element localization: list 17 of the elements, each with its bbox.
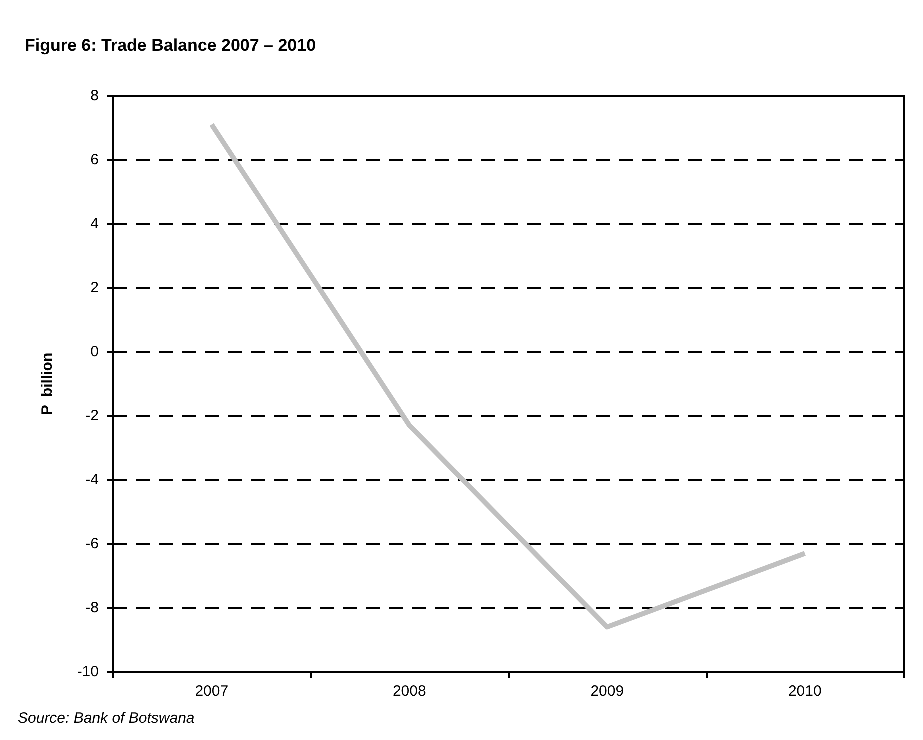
x-tick-label: 2007 (195, 683, 229, 700)
x-tick-label: 2009 (590, 683, 624, 700)
y-tick-label: 0 (90, 344, 99, 360)
y-tick-label: 2 (90, 280, 99, 296)
source-note: Source: Bank of Botswana (18, 710, 195, 727)
y-tick-label: -10 (77, 664, 99, 680)
y-tick-label: -4 (86, 472, 99, 488)
x-tick-label: 2010 (788, 683, 822, 700)
x-tick-label: 2008 (392, 683, 426, 700)
y-tick-label: -6 (86, 536, 99, 552)
y-tick-label: 4 (90, 216, 99, 232)
y-tick-label: -2 (86, 408, 99, 424)
y-tick-label: 8 (90, 88, 99, 104)
y-tick-label: 6 (90, 152, 99, 168)
chart-title: Figure 6: Trade Balance 2007 – 2010 (25, 36, 316, 55)
y-axis-title: P billion (39, 352, 56, 416)
y-tick-label: -8 (86, 600, 99, 616)
